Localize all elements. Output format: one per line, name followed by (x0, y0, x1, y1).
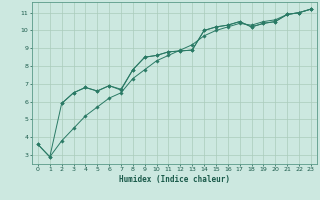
X-axis label: Humidex (Indice chaleur): Humidex (Indice chaleur) (119, 175, 230, 184)
